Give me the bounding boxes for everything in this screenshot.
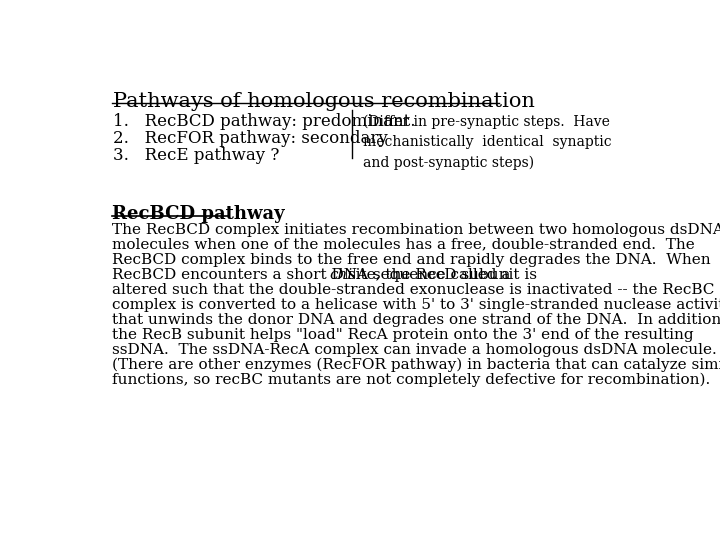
Text: altered such that the double-stranded exonuclease is inactivated -- the RecBC: altered such that the double-stranded ex… [112, 283, 714, 296]
Text: site, the RecD subunit is: site, the RecD subunit is [343, 268, 537, 282]
Text: 3.   RecE pathway ?: 3. RecE pathway ? [113, 147, 279, 164]
Text: RecBCD pathway: RecBCD pathway [112, 205, 284, 223]
Text: 2.   RecFOR pathway: secondary: 2. RecFOR pathway: secondary [113, 130, 388, 147]
Text: molecules when one of the molecules has a free, double-stranded end.  The: molecules when one of the molecules has … [112, 238, 695, 252]
Text: (There are other enzymes (RecFOR pathway) in bacteria that can catalyze similar: (There are other enzymes (RecFOR pathway… [112, 358, 720, 372]
Text: RecBCD encounters a short DNA sequence called a: RecBCD encounters a short DNA sequence c… [112, 268, 515, 282]
Text: Pathways of homologous recombination: Pathways of homologous recombination [113, 92, 535, 111]
Text: that unwinds the donor DNA and degrades one strand of the DNA.  In addition,: that unwinds the donor DNA and degrades … [112, 313, 720, 327]
Text: 1.   RecBCD pathway: predominant.: 1. RecBCD pathway: predominant. [113, 113, 415, 130]
Text: (Differ in pre-synaptic steps.  Have
mechanistically  identical  synaptic
and po: (Differ in pre-synaptic steps. Have mech… [363, 115, 611, 170]
Text: the RecB subunit helps "load" RecA protein onto the 3' end of the resulting: the RecB subunit helps "load" RecA prote… [112, 328, 693, 342]
Text: complex is converted to a helicase with 5' to 3' single-stranded nuclease activi: complex is converted to a helicase with … [112, 298, 720, 312]
Text: functions, so recBC mutants are not completely defective for recombination).: functions, so recBC mutants are not comp… [112, 373, 710, 387]
Text: chi: chi [329, 268, 353, 282]
Text: ssDNA.  The ssDNA-RecA complex can invade a homologous dsDNA molecule.: ssDNA. The ssDNA-RecA complex can invade… [112, 343, 716, 357]
Text: RecBCD complex binds to the free end and rapidly degrades the DNA.  When: RecBCD complex binds to the free end and… [112, 253, 711, 267]
Text: The RecBCD complex initiates recombination between two homologous dsDNA: The RecBCD complex initiates recombinati… [112, 222, 720, 237]
